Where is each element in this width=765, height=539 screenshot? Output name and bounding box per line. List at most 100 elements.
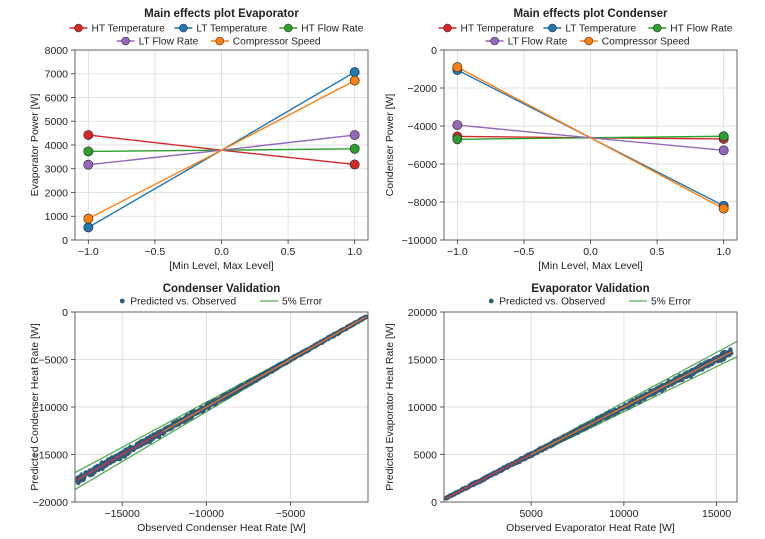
legend-label: HT Flow Rate	[670, 24, 732, 35]
x-axis-label: [Min Level, Max Level]	[538, 260, 643, 272]
data-point	[83, 222, 94, 233]
y-tick-label: −10000	[402, 235, 437, 247]
x-tick-label: −0.5	[145, 246, 166, 258]
series-line	[87, 80, 356, 220]
y-tick-label: −2000	[408, 83, 438, 95]
scatter-point	[109, 455, 114, 460]
x-tick-label: −5000	[276, 508, 306, 520]
y-tick-label: 10000	[408, 402, 437, 414]
y-tick-label: −15000	[33, 449, 68, 461]
data-point	[452, 134, 463, 145]
y-tick-label: 3000	[45, 164, 69, 176]
data-point	[83, 159, 94, 170]
legend-marker	[283, 23, 293, 33]
x-tick-label: 0.0	[214, 246, 229, 258]
y-axis-label: Condenser Power [W]	[384, 94, 396, 197]
data-point	[349, 159, 360, 170]
y-tick-label: 5000	[45, 116, 69, 128]
plot-area	[75, 314, 368, 491]
chart-2: HT Temperature LT Temperature HT Flow Rate…	[384, 8, 738, 272]
scatter-point	[719, 358, 724, 363]
legend-marker	[443, 23, 452, 33]
y-tick-label: 7000	[45, 69, 69, 81]
y-tick-label: 0	[62, 307, 68, 319]
x-tick-label: 0.5	[650, 246, 665, 258]
legend-label: LT Temperature	[196, 24, 267, 35]
data-point	[718, 203, 729, 214]
x-tick-label: −1.0	[78, 246, 99, 258]
y-axis-label: Predicted Condenser Heat Rate [W]	[29, 323, 41, 491]
scatter-point	[81, 477, 86, 482]
x-tick-label: −10000	[189, 508, 224, 520]
x-axis-label: Observed Evaporator Heat Rate [W]	[506, 522, 675, 534]
legend-label: Predicted vs. Observed	[130, 297, 236, 308]
y-tick-label: 2000	[45, 187, 69, 199]
y-tick-label: 20000	[408, 307, 437, 319]
plot-area	[83, 67, 360, 233]
legend-label: LT Temperature	[565, 24, 636, 35]
x-tick-label: −0.5	[514, 246, 535, 258]
data-point	[718, 131, 729, 142]
legend-marker	[121, 36, 130, 46]
legend-label: HT Flow Rate	[301, 24, 363, 35]
series-line	[456, 66, 725, 210]
fit-line	[163, 316, 367, 432]
legend-label: Compressor Speed	[602, 37, 690, 48]
scatter-point	[722, 350, 727, 355]
legend-marker	[548, 23, 557, 33]
scatter-point	[76, 481, 81, 486]
legend-label: LT Flow Rate	[139, 37, 199, 48]
scatter-point	[722, 356, 727, 361]
plot-area	[444, 340, 737, 501]
fit-line	[531, 351, 732, 455]
data-point	[452, 120, 463, 131]
data-point	[83, 213, 94, 224]
y-tick-label: 8000	[45, 45, 69, 57]
y-tick-label: −8000	[408, 197, 438, 209]
legend-label: 5% Error	[651, 297, 692, 308]
legend-marker	[488, 298, 494, 304]
x-tick-label: 10000	[609, 508, 638, 520]
y-tick-label: −5000	[39, 354, 69, 366]
y-tick-label: 0	[62, 235, 68, 247]
x-tick-label: 1.0	[716, 246, 731, 258]
x-axis-label: Observed Condenser Heat Rate [W]	[137, 522, 306, 534]
chart-title: Condenser Validation	[163, 283, 281, 295]
y-tick-label: 1000	[45, 211, 69, 223]
scatter-point	[147, 439, 152, 444]
x-tick-label: 0.0	[583, 246, 598, 258]
x-tick-label: −1.0	[447, 246, 468, 258]
legend-label: 5% Error	[282, 297, 323, 308]
data-point	[349, 130, 360, 140]
data-point	[452, 62, 463, 73]
chart-title: Evaporator Validation	[531, 283, 649, 295]
chart-1: HT Temperature LT Temperature HT Flow Rate…	[29, 8, 369, 272]
legend-marker	[490, 36, 499, 46]
legend-label: HT Temperature	[461, 24, 535, 35]
x-tick-label: −15000	[104, 508, 139, 520]
data-point	[718, 145, 729, 156]
scatter-point	[171, 421, 176, 426]
chart-4: Predicted vs. Observed 5% Error 5000 10000 1…	[384, 283, 738, 534]
data-point	[349, 143, 360, 154]
legend-marker	[584, 36, 594, 46]
chart-title: Main effects plot Evaporator	[144, 8, 299, 20]
y-tick-label: 5000	[414, 449, 438, 461]
y-tick-label: 0	[431, 497, 437, 509]
legend-label: HT Temperature	[92, 24, 166, 35]
scatter-point	[642, 396, 647, 401]
y-tick-label: −10000	[33, 402, 68, 414]
x-tick-label: 0.5	[281, 246, 296, 258]
data-point	[349, 67, 360, 78]
x-tick-label: 1.0	[347, 246, 362, 258]
y-axis-label: Predicted Evaporator Heat Rate [W]	[384, 323, 396, 491]
legend-label: Predicted vs. Observed	[499, 297, 605, 308]
x-tick-label: 15000	[702, 508, 731, 520]
legend-label: Compressor Speed	[233, 37, 321, 48]
legend-label: LT Flow Rate	[508, 37, 568, 48]
y-tick-label: −6000	[408, 159, 438, 171]
y-tick-label: 0	[431, 45, 437, 57]
x-axis-label: [Min Level, Max Level]	[169, 260, 274, 272]
y-tick-label: 6000	[45, 92, 69, 104]
